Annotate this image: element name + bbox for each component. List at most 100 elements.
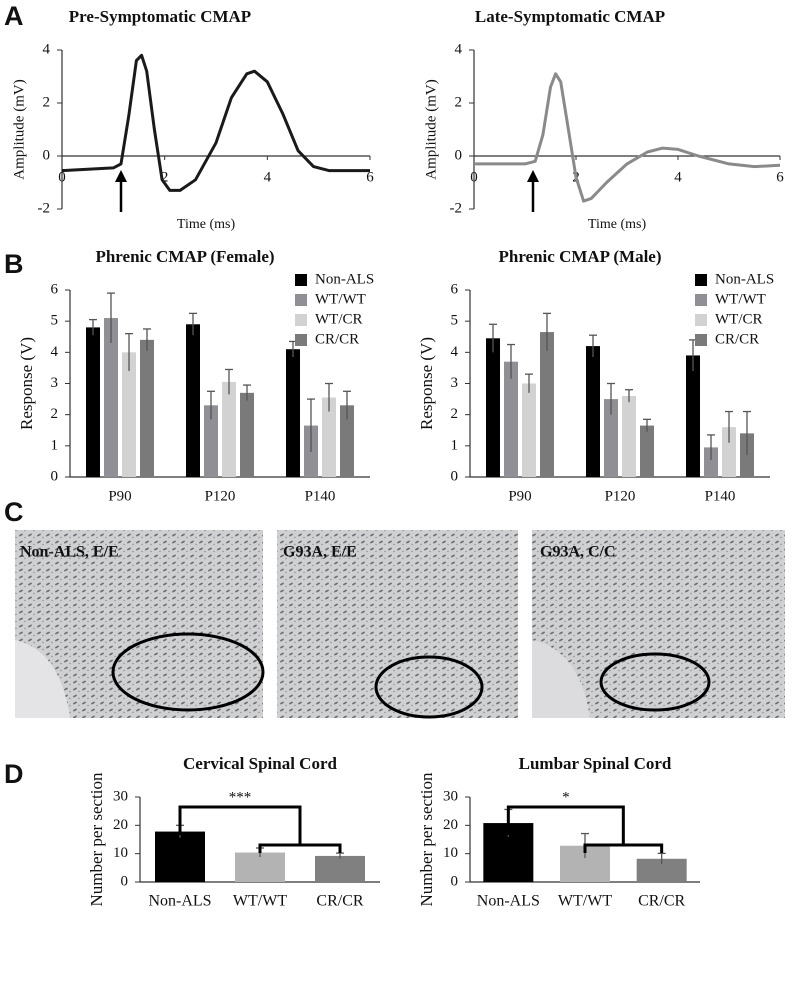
legend-label: WT/CR bbox=[715, 311, 763, 327]
cmap-trace bbox=[61, 53, 370, 192]
legend-swatch bbox=[295, 294, 307, 306]
x-tick-label: Non-ALS bbox=[148, 893, 211, 910]
legend-label: Non-ALS bbox=[715, 271, 774, 287]
x-tick-label: WT/WT bbox=[558, 893, 612, 910]
y-tick-label: 0 bbox=[51, 468, 59, 484]
x-tick-label: 0 bbox=[470, 169, 478, 185]
y-tick-label: 5 bbox=[51, 313, 59, 329]
legend-swatch bbox=[695, 274, 707, 286]
bar bbox=[540, 332, 554, 477]
y-tick-label: 20 bbox=[113, 817, 128, 833]
y-tick-label: 30 bbox=[443, 788, 458, 804]
bar bbox=[586, 346, 600, 477]
x-tick-label: P90 bbox=[508, 488, 531, 504]
y-tick-label: 3 bbox=[451, 375, 459, 391]
cmap-trace bbox=[474, 72, 781, 203]
y-axis-label: Response (V) bbox=[417, 337, 436, 430]
significance-bracket bbox=[506, 805, 625, 835]
chart-title: Pre-Symptomatic CMAP bbox=[69, 7, 251, 26]
bar bbox=[186, 324, 200, 477]
bar bbox=[86, 327, 100, 477]
bar bbox=[240, 392, 254, 477]
x-tick-label: Non-ALS bbox=[477, 893, 540, 910]
bar bbox=[222, 381, 236, 477]
y-tick-label: 5 bbox=[451, 313, 459, 329]
significance-label: * bbox=[562, 789, 570, 805]
image-label: Non-ALS, E/E bbox=[20, 544, 119, 561]
significance-bracket bbox=[258, 829, 342, 853]
x-tick-label: 6 bbox=[776, 169, 784, 185]
x-tick-label: 4 bbox=[674, 169, 682, 185]
y-tick-label: 0 bbox=[121, 873, 129, 889]
bar bbox=[486, 338, 500, 477]
panel-letter: D bbox=[4, 759, 24, 789]
chart-title: Phrenic CMAP (Male) bbox=[498, 247, 661, 266]
y-axis-label: Response (V) bbox=[17, 337, 36, 430]
micrograph: Non-ALS, E/E bbox=[15, 530, 265, 718]
significance-label: *** bbox=[229, 789, 252, 805]
image-region bbox=[15, 640, 70, 718]
significance-bracket bbox=[178, 805, 302, 835]
chart-title: Lumbar Spinal Cord bbox=[519, 754, 672, 773]
micrograph: G93A, C/C bbox=[532, 530, 785, 718]
bar bbox=[636, 858, 687, 882]
stimulus-arrow bbox=[115, 170, 127, 212]
significance-bracket bbox=[583, 829, 664, 853]
bar bbox=[522, 383, 536, 477]
y-tick-label: 1 bbox=[451, 437, 459, 453]
bar bbox=[315, 855, 365, 882]
y-tick-label: 0 bbox=[451, 468, 459, 484]
y-tick-label: 10 bbox=[443, 845, 458, 861]
bar bbox=[622, 395, 636, 477]
x-tick-label: P90 bbox=[108, 488, 131, 504]
legend-swatch bbox=[695, 334, 707, 346]
chart-title: Cervical Spinal Cord bbox=[183, 754, 337, 773]
bar bbox=[604, 399, 618, 477]
y-tick-label: 0 bbox=[455, 147, 463, 163]
chart-title: Late-Symptomatic CMAP bbox=[475, 7, 665, 26]
bar bbox=[340, 405, 354, 477]
bar bbox=[704, 447, 718, 477]
y-tick-label: 4 bbox=[51, 344, 59, 360]
legend-swatch bbox=[295, 274, 307, 286]
legend-swatch bbox=[295, 334, 307, 346]
legend-label: CR/CR bbox=[715, 331, 759, 347]
bar bbox=[155, 831, 205, 882]
bar bbox=[140, 339, 154, 477]
y-axis-label: Number per section bbox=[87, 772, 106, 907]
image-region bbox=[532, 640, 590, 718]
chart-title: Phrenic CMAP (Female) bbox=[95, 247, 274, 266]
y-tick-label: -2 bbox=[38, 200, 51, 216]
y-tick-label: 2 bbox=[455, 94, 463, 110]
y-tick-label: 6 bbox=[51, 281, 59, 297]
image-label: G93A, C/C bbox=[540, 544, 616, 561]
x-tick-label: CR/CR bbox=[638, 893, 685, 910]
legend-label: Non-ALS bbox=[315, 271, 374, 287]
x-axis-label: Time (ms) bbox=[177, 217, 236, 232]
bar bbox=[640, 425, 654, 477]
bar bbox=[104, 318, 118, 477]
image-label: G93A, E/E bbox=[283, 544, 357, 561]
y-tick-label: 0 bbox=[43, 147, 51, 163]
y-tick-label: 0 bbox=[451, 873, 459, 889]
panel-letter: C bbox=[4, 497, 24, 527]
x-tick-label: P120 bbox=[205, 488, 236, 504]
bar bbox=[322, 397, 336, 477]
y-tick-label: -2 bbox=[450, 200, 463, 216]
bar bbox=[504, 361, 518, 477]
legend-label: WT/CR bbox=[315, 311, 363, 327]
legend-swatch bbox=[695, 314, 707, 326]
x-tick-label: P140 bbox=[705, 488, 736, 504]
y-tick-label: 20 bbox=[443, 817, 458, 833]
x-tick-label: P120 bbox=[605, 488, 636, 504]
y-tick-label: 2 bbox=[43, 94, 51, 110]
y-tick-label: 3 bbox=[51, 375, 59, 391]
legend-label: WT/WT bbox=[715, 291, 766, 307]
bar bbox=[722, 427, 736, 477]
x-tick-label: 6 bbox=[366, 169, 374, 185]
x-tick-label: 0 bbox=[58, 169, 66, 185]
y-tick-label: 30 bbox=[113, 788, 128, 804]
x-axis-label: Time (ms) bbox=[588, 217, 647, 232]
bar bbox=[286, 349, 300, 477]
